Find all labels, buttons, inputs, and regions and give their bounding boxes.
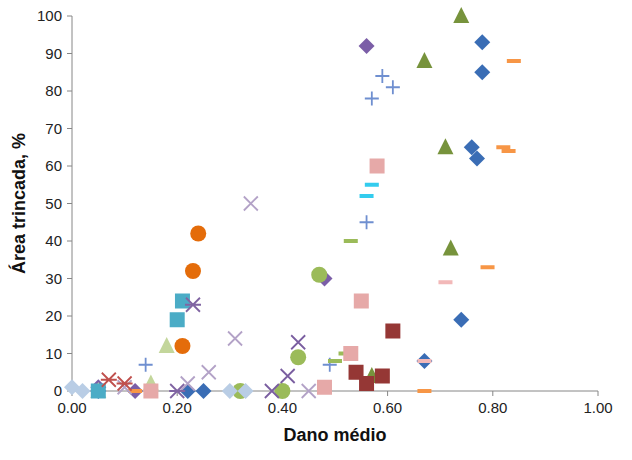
plot-area	[64, 7, 521, 399]
point	[359, 38, 375, 54]
point	[370, 159, 385, 174]
x-tick-label: 0.00	[57, 399, 86, 416]
point	[175, 294, 190, 309]
point	[190, 226, 206, 242]
x-tick-label: 0.20	[163, 399, 192, 416]
point	[481, 265, 495, 269]
x-tick	[598, 391, 599, 396]
point	[185, 298, 201, 312]
y-tick	[67, 203, 72, 204]
point	[302, 384, 316, 398]
point	[202, 365, 216, 379]
point	[443, 240, 459, 256]
point	[101, 373, 117, 387]
point	[291, 335, 305, 349]
y-tick	[67, 53, 72, 54]
x-tick-label: 0.40	[268, 399, 297, 416]
point	[359, 376, 374, 391]
point	[416, 52, 432, 68]
point	[375, 369, 390, 384]
point	[417, 359, 431, 363]
point	[265, 384, 279, 398]
point	[385, 324, 400, 339]
x-tick	[387, 391, 388, 396]
y-tick-label: 20	[45, 307, 62, 324]
point	[386, 80, 400, 94]
y-tick-label: 70	[45, 120, 62, 137]
point	[354, 294, 369, 309]
point	[117, 377, 133, 391]
y-tick	[67, 278, 72, 279]
y-tick	[67, 128, 72, 129]
x-tick-label: 0.60	[373, 399, 402, 416]
point	[244, 197, 258, 211]
point	[469, 151, 485, 167]
point	[290, 349, 306, 365]
point	[474, 34, 490, 50]
point	[328, 359, 342, 363]
point	[228, 332, 242, 346]
x-tick-label: 0.80	[478, 399, 507, 416]
point	[75, 383, 91, 399]
y-tick	[67, 166, 72, 167]
point	[496, 145, 510, 149]
x-axis-label: Dano médio	[283, 425, 386, 445]
y-tick-label: 50	[45, 195, 62, 212]
point	[438, 280, 452, 284]
y-tick-label: 90	[45, 45, 62, 62]
point	[143, 384, 158, 399]
point	[453, 7, 469, 23]
point	[170, 312, 185, 327]
y-tick	[67, 353, 72, 354]
y-tick-label: 0	[54, 382, 62, 399]
point	[159, 337, 175, 353]
y-tick	[67, 91, 72, 92]
point	[222, 383, 238, 399]
y-tick-label: 10	[45, 345, 62, 362]
y-tick-label: 100	[37, 7, 62, 24]
chart: 0 10 20 30 40 50 60 70 80 90 100 0.00 0.20 0.40 0.60 0.…	[0, 0, 632, 460]
y-tick-label: 30	[45, 270, 62, 287]
y-tick-label: 40	[45, 232, 62, 249]
point	[365, 92, 379, 106]
point	[139, 358, 153, 372]
y-tick-label: 80	[45, 82, 62, 99]
point	[281, 369, 295, 383]
y-tick	[67, 316, 72, 317]
point	[417, 389, 431, 393]
point	[365, 183, 379, 187]
point	[185, 263, 201, 279]
point	[416, 353, 432, 369]
x-tick	[492, 391, 493, 396]
x-tick-label: 1.00	[583, 399, 612, 416]
point	[474, 64, 490, 80]
point	[343, 346, 358, 361]
point	[238, 383, 254, 399]
point	[375, 69, 389, 83]
y-tick-label: 60	[45, 157, 62, 174]
point	[311, 267, 327, 283]
point	[502, 149, 516, 153]
point	[360, 215, 374, 229]
point	[437, 138, 453, 154]
point	[317, 380, 332, 395]
point	[174, 338, 190, 354]
y-axis-label: Área trincada, %	[8, 133, 29, 274]
point	[344, 239, 358, 243]
point	[196, 383, 212, 399]
point	[507, 59, 521, 63]
y-tick	[67, 241, 72, 242]
point	[360, 194, 374, 198]
point	[181, 377, 195, 391]
point	[453, 312, 469, 328]
point	[169, 384, 185, 398]
y-tick	[67, 16, 72, 17]
